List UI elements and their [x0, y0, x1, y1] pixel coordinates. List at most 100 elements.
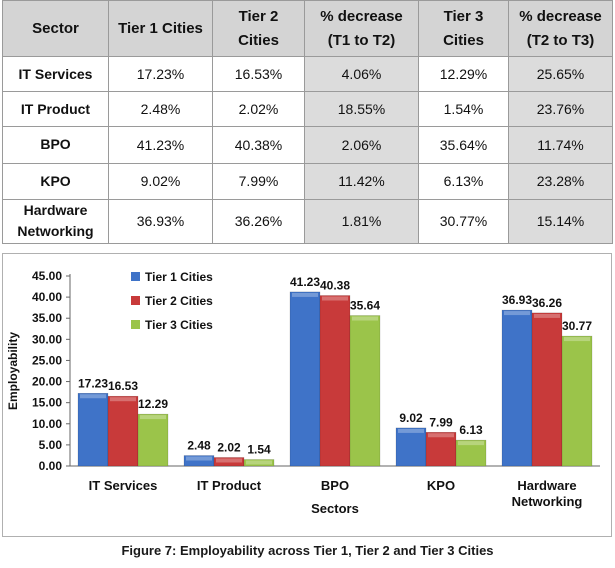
table-cell: 2.48% [108, 91, 213, 128]
data-label: 2.02 [217, 440, 241, 454]
table-row: IT Product 2.48% 2.02% 18.55% 1.54% 23.76% [2, 91, 613, 128]
table-cell: 4.06% [304, 55, 419, 93]
bar-tier-3-cities [455, 439, 487, 467]
y-axis-label: Employability [6, 332, 20, 410]
table-cell: 2.06% [304, 126, 419, 164]
table-cell: 23.28% [508, 162, 613, 200]
data-label: 9.02 [399, 411, 423, 425]
table-cell: 7.99% [212, 162, 305, 200]
x-tick-label: IT Services [89, 478, 158, 493]
bar-chart: 0.00 5.00 10.00 15.00 20.00 25.00 30.00 35.00 40… [6, 269, 600, 516]
table-cell: 35.64% [418, 126, 509, 164]
table-cell: 40.38% [212, 126, 305, 164]
data-label: 40.38 [320, 279, 350, 293]
header-tier2: Tier 2 Cities [212, 0, 305, 57]
table-cell: 17.23% [108, 55, 213, 93]
chart-frame: 0.00 5.00 10.00 15.00 20.00 25.00 30.00 35.00 40… [2, 253, 612, 537]
table-cell: 16.53% [212, 55, 305, 93]
header-tier3: Tier 3 Cities [418, 0, 509, 57]
header-decrease-t2-t3: % decrease (T2 to T3) [508, 0, 613, 57]
bar-highlight [292, 292, 318, 297]
bar-tier-3-cities [349, 315, 381, 467]
data-table: Sector Tier 1 Cities Tier 2 Cities % dec… [2, 0, 613, 245]
bar-tier-3-cities [561, 335, 593, 467]
data-label: 2.48 [187, 439, 211, 453]
table-cell: 18.55% [304, 91, 419, 128]
data-label: 16.53 [108, 379, 138, 393]
table-cell-sector: KPO [2, 162, 109, 200]
table-row: BPO 41.23% 40.38% 2.06% 35.64% 11.74% [2, 126, 613, 164]
table-cell: 9.02% [108, 162, 213, 200]
bar-highlight [246, 460, 272, 465]
y-tick-label: 0.00 [39, 459, 63, 473]
data-label: 12.29 [138, 397, 168, 411]
bar-tier-3-cities [137, 413, 169, 467]
data-label: 1.54 [247, 442, 271, 456]
x-axis-label: Sectors [311, 501, 359, 516]
x-tick-label: IT Product [197, 478, 262, 493]
table-row: Hardware Networking 36.93% 36.26% 1.81% 30.7… [2, 198, 613, 245]
table-header-row: Sector Tier 1 Cities Tier 2 Cities % dec… [2, 0, 613, 57]
bar-tier-2-cities [425, 432, 457, 467]
data-label: 17.23 [78, 376, 108, 390]
data-label: 41.23 [290, 275, 320, 289]
bar-highlight [80, 394, 106, 399]
legend-label: Tier 3 Cities [145, 318, 213, 332]
y-tick-label: 30.00 [32, 332, 62, 346]
table-cell-sector: IT Services [2, 55, 109, 93]
y-tick-label: 45.00 [32, 269, 62, 283]
table-cell: 1.81% [304, 198, 419, 245]
y-tick-label: 5.00 [39, 438, 63, 452]
legend-swatch [131, 272, 140, 281]
bar-highlight [110, 397, 136, 402]
table-cell-sector: BPO [2, 126, 109, 164]
header-decrease-t1-t2: % decrease (T1 to T2) [304, 0, 419, 57]
bar-highlight [398, 428, 424, 433]
bar-highlight [534, 313, 560, 318]
data-label: 7.99 [429, 415, 453, 429]
table-row: IT Services 17.23% 16.53% 4.06% 12.29% 25.65% [2, 55, 613, 93]
bar-highlight [216, 458, 242, 463]
bar-highlight [428, 433, 454, 438]
table-cell-sector: Hardware Networking [2, 198, 109, 245]
table-cell: 11.42% [304, 162, 419, 200]
bar-tier-1-cities [289, 291, 321, 467]
bar-tier-2-cities [319, 295, 351, 467]
bar-highlight [322, 296, 348, 301]
figure-caption: Figure 7: Employability across Tier 1, T… [121, 543, 494, 558]
data-label: 35.64 [350, 299, 380, 313]
data-label: 36.93 [502, 293, 532, 307]
x-tick-label: KPO [427, 478, 455, 493]
bar-highlight [352, 316, 378, 321]
table-cell: 41.23% [108, 126, 213, 164]
table-cell: 2.02% [212, 91, 305, 128]
x-tick-label: Networking [512, 494, 583, 509]
y-tick-label: 10.00 [32, 417, 62, 431]
bar-highlight [186, 456, 212, 461]
legend-label: Tier 1 Cities [145, 270, 213, 284]
table-row: KPO 9.02% 7.99% 11.42% 6.13% 23.28% [2, 162, 613, 200]
y-tick-label: 15.00 [32, 396, 62, 410]
table-cell-sector: IT Product [2, 91, 109, 128]
data-label: 30.77 [562, 319, 592, 333]
table-cell: 11.74% [508, 126, 613, 164]
header-sector: Sector [2, 0, 109, 57]
y-tick-label: 20.00 [32, 375, 62, 389]
data-label: 36.26 [532, 296, 562, 310]
legend-swatch [131, 320, 140, 329]
table-cell: 30.77% [418, 198, 509, 245]
bar-highlight [140, 415, 166, 420]
bar-tier-1-cities [501, 309, 533, 467]
data-label: 6.13 [459, 423, 483, 437]
bar-tier-1-cities [395, 427, 427, 467]
bar-tier-1-cities [77, 393, 109, 467]
legend-label: Tier 2 Cities [145, 294, 213, 308]
x-tick-label: BPO [321, 478, 349, 493]
table-cell: 15.14% [508, 198, 613, 245]
y-tick-label: 25.00 [32, 353, 62, 367]
table-cell: 12.29% [418, 55, 509, 93]
header-tier1: Tier 1 Cities [108, 0, 213, 57]
y-tick-label: 35.00 [32, 311, 62, 325]
table-cell: 25.65% [508, 55, 613, 93]
bar-tier-3-cities [243, 459, 275, 467]
